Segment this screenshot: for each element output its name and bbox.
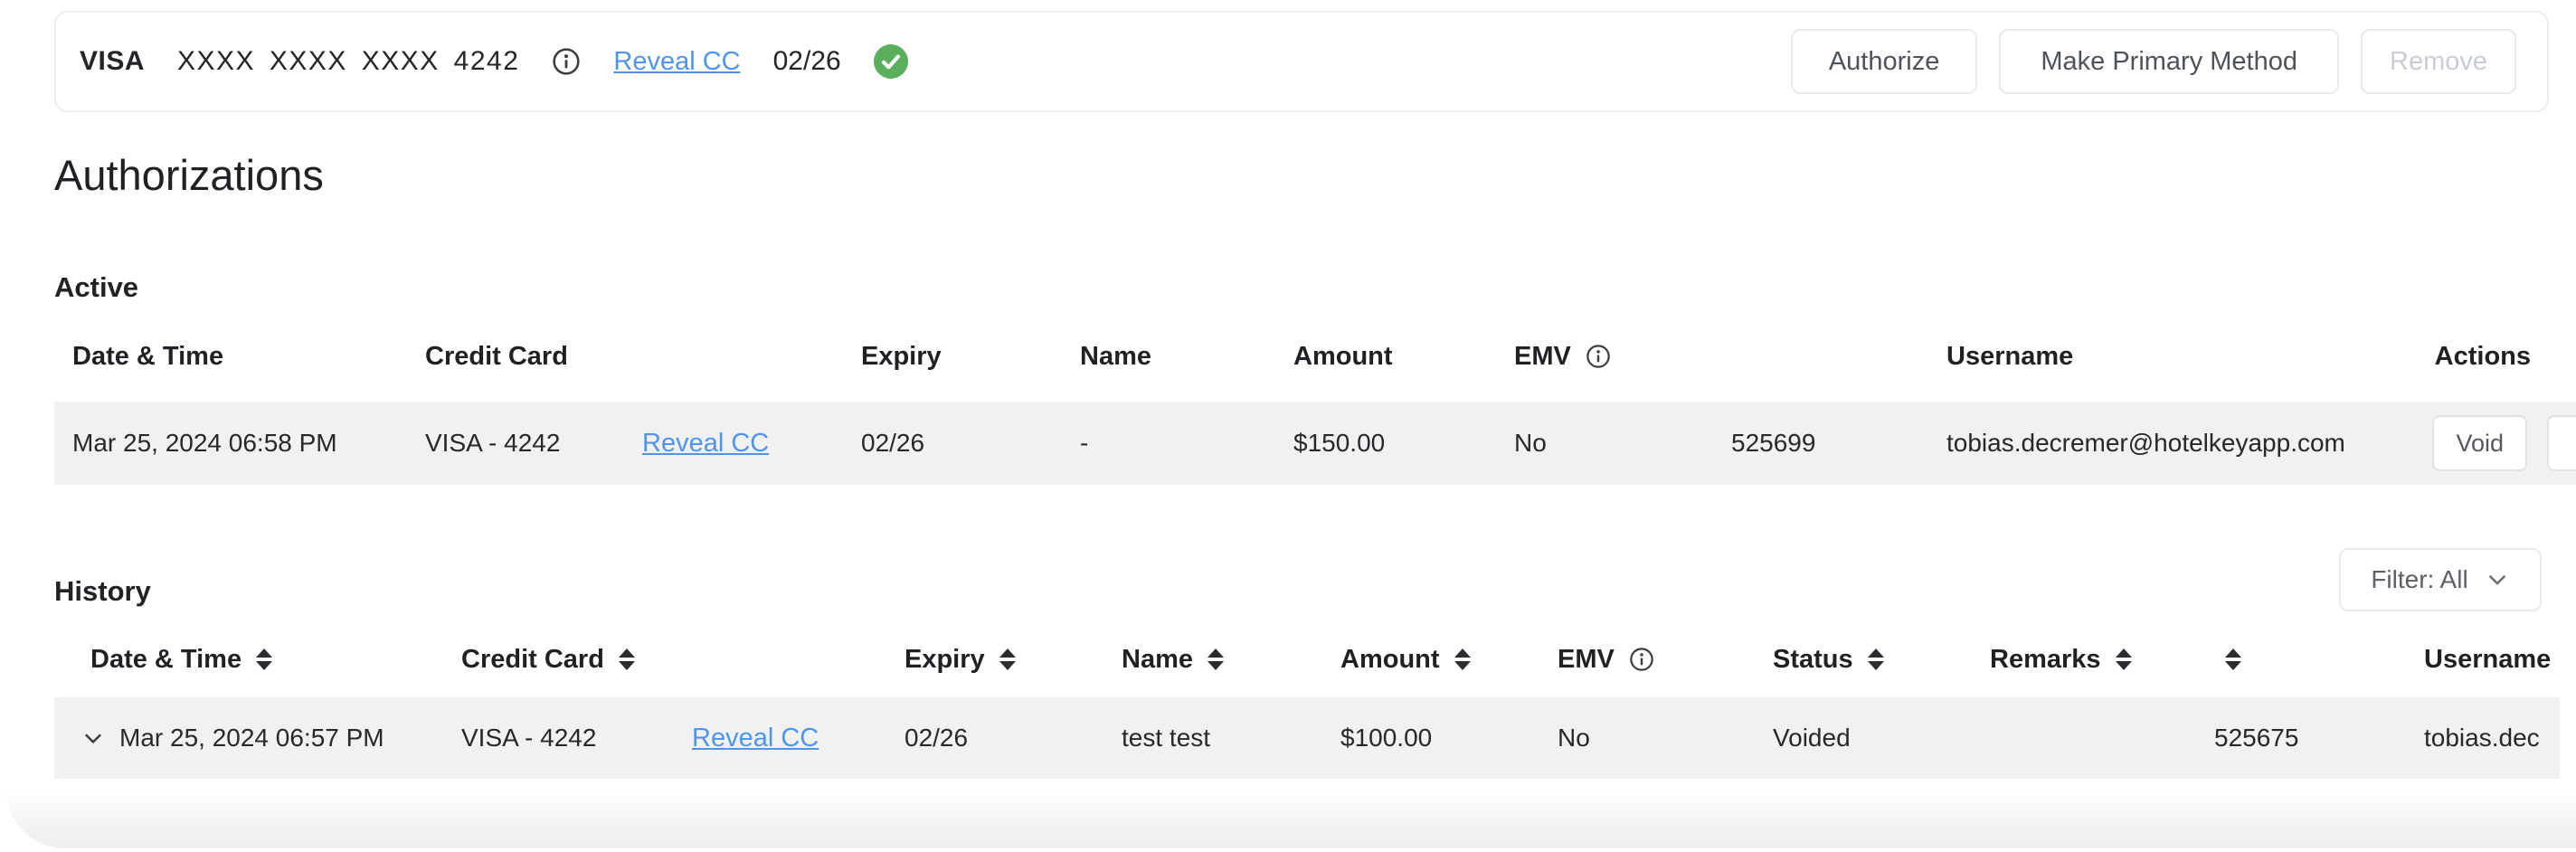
history-header-credit-card[interactable]: Credit Card <box>461 645 692 675</box>
active-header-amount: Amount <box>1293 341 1393 371</box>
history-row-username: tobias.dec <box>2424 724 2540 752</box>
history-row-reveal-cc-link[interactable]: Reveal CC <box>692 723 819 753</box>
history-header-amount-label: Amount <box>1340 644 1440 674</box>
card-brand: VISA <box>80 46 146 76</box>
active-header-credit-card: Credit Card <box>425 341 568 371</box>
history-header-expiry[interactable]: Expiry <box>904 645 1122 675</box>
history-row-expiry: 02/26 <box>904 724 969 752</box>
history-header-amount[interactable]: Amount <box>1340 645 1558 675</box>
active-header-emv: EMV <box>1514 342 1731 372</box>
emv-info-icon[interactable] <box>1629 647 1654 672</box>
history-row-amount: $100.00 <box>1340 724 1433 752</box>
active-header-actions: Actions <box>2434 341 2531 371</box>
history-row-status: Voided <box>1773 724 1851 752</box>
history-header-date-time[interactable]: Date & Time <box>54 645 461 675</box>
sort-icon[interactable] <box>256 648 273 670</box>
active-row-expiry: 02/26 <box>861 429 925 457</box>
history-header-expiry-label: Expiry <box>904 644 985 674</box>
active-header-username: Username <box>1946 341 2074 371</box>
history-header-status-label: Status <box>1773 644 1853 674</box>
payment-method-card: VISA XXXX XXXX XXXX 4242 Reveal CC 02/26… <box>54 11 2549 112</box>
authorize-button[interactable]: Authorize <box>1790 29 1978 94</box>
payment-method-actions: Authorize Make Primary Method Remove <box>1790 29 2516 94</box>
active-row-credit-card: VISA - 4242 <box>425 429 561 457</box>
active-header-date-time: Date & Time <box>72 341 224 371</box>
history-row-date-time-value: Mar 25, 2024 06:57 PM <box>119 724 384 752</box>
active-row-auth-code: 525699 <box>1731 429 1816 457</box>
payment-method-summary: VISA XXXX XXXX XXXX 4242 Reveal CC 02/26 <box>80 44 908 79</box>
history-header-remarks-label: Remarks <box>1990 644 2101 674</box>
history-header-credit-card-label: Credit Card <box>461 644 604 674</box>
make-primary-method-button[interactable]: Make Primary Method <box>1999 29 2339 94</box>
sort-icon-unlabeled-column[interactable] <box>2225 648 2241 670</box>
card-masked-number: XXXX XXXX XXXX 4242 <box>177 46 520 76</box>
page-title: Authorizations <box>54 151 324 199</box>
history-header-status[interactable]: Status <box>1773 645 1990 675</box>
check-circle-icon <box>873 44 908 79</box>
history-header-unlabeled[interactable] <box>2207 648 2406 670</box>
history-row-name: test test <box>1122 724 1211 752</box>
active-section-heading: Active <box>54 271 139 303</box>
history-section-heading: History <box>54 575 151 607</box>
sort-icon[interactable] <box>618 648 635 670</box>
history-row: Mar 25, 2024 06:57 PM VISA - 4242 Reveal… <box>54 697 2560 779</box>
void-button[interactable]: Void <box>2432 415 2527 471</box>
history-header-emv: EMV <box>1558 645 1773 675</box>
active-row-date-time: Mar 25, 2024 06:58 PM <box>72 429 337 457</box>
active-row-username: tobias.decremer@hotelkeyapp.com <box>1946 429 2345 457</box>
active-row-name: - <box>1080 429 1089 457</box>
chevron-down-icon <box>2485 567 2510 592</box>
card-expiry: 02/26 <box>772 46 841 76</box>
history-row-credit-card: VISA - 4242 <box>461 724 597 752</box>
history-table-header: Date & Time Credit Card Expiry Name Amou… <box>54 633 2576 686</box>
active-row-emv: No <box>1514 429 1547 457</box>
history-header-emv-label: EMV <box>1558 644 1615 674</box>
active-row-reveal-cc-link[interactable]: Reveal CC <box>642 428 770 458</box>
history-row-date-time: Mar 25, 2024 06:57 PM <box>54 724 461 753</box>
active-header-emv-label: EMV <box>1514 341 1571 371</box>
active-header-expiry: Expiry <box>861 341 942 371</box>
history-row-emv: No <box>1558 724 1590 752</box>
active-row-actions: Void <box>2361 415 2576 471</box>
history-row-auth-code: 525675 <box>2214 724 2299 752</box>
active-authorization-row: Mar 25, 2024 06:58 PM VISA - 4242 Reveal… <box>54 402 2576 485</box>
active-header-name: Name <box>1080 341 1151 371</box>
sort-icon[interactable] <box>2115 648 2132 670</box>
remove-button: Remove <box>2361 29 2516 94</box>
emv-info-icon[interactable] <box>1586 344 1611 369</box>
sort-icon[interactable] <box>1208 648 1224 670</box>
sort-icon[interactable] <box>1867 648 1884 670</box>
active-row-amount: $150.00 <box>1293 429 1386 457</box>
sort-icon[interactable] <box>999 648 1016 670</box>
history-header-name[interactable]: Name <box>1122 645 1340 675</box>
history-header-username: Username <box>2424 644 2552 674</box>
filter-label: Filter: All <box>2371 565 2468 593</box>
expand-chevron-icon[interactable] <box>80 724 107 752</box>
history-header-remarks[interactable]: Remarks <box>1990 645 2207 675</box>
history-header-name-label: Name <box>1122 644 1193 674</box>
sort-icon[interactable] <box>1454 648 1471 670</box>
info-icon[interactable] <box>552 47 581 76</box>
reveal-cc-link[interactable]: Reveal CC <box>613 46 741 76</box>
clipped-action-button[interactable] <box>2547 415 2576 471</box>
panel-bottom-shadow <box>5 789 2576 848</box>
active-table-header: Date & Time Credit Card Expiry Name Amou… <box>54 330 2576 383</box>
history-header-date-time-label: Date & Time <box>90 644 242 674</box>
history-filter-dropdown[interactable]: Filter: All <box>2339 548 2542 611</box>
